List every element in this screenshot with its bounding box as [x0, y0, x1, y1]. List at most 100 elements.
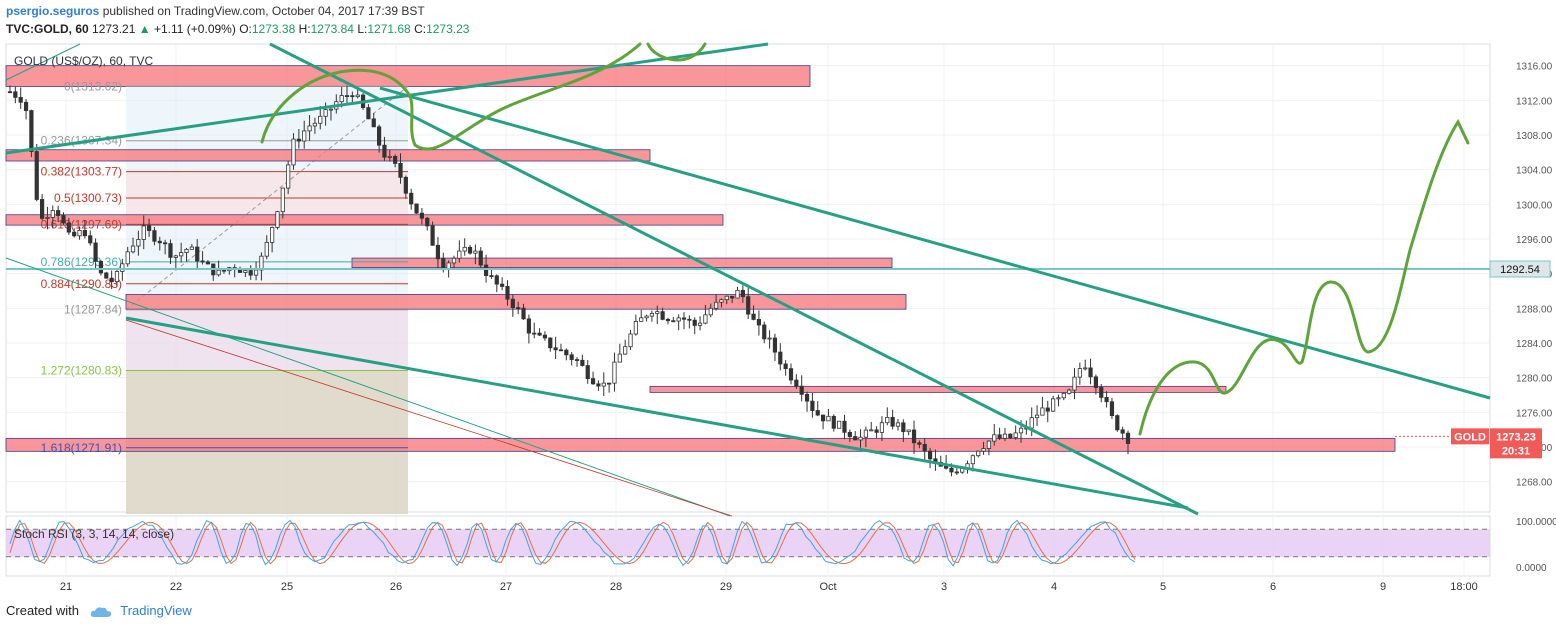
candle-down [403, 176, 408, 194]
candle-up [451, 257, 457, 264]
candle-down [248, 270, 253, 276]
candle-down [441, 258, 446, 270]
price-pane-border [5, 43, 1491, 513]
candle-up [50, 210, 55, 218]
candle-up [1018, 427, 1024, 434]
candle-up [863, 429, 868, 438]
last-price: 1273.21 [92, 22, 136, 36]
y-tick-label: 1300.00 [1516, 200, 1553, 211]
y-tick-label: 1288.00 [1516, 304, 1553, 315]
fib-level-label: 0.786(1293.36) [41, 255, 122, 269]
candle-down [104, 272, 109, 279]
y-tick-label: 1268.00 [1516, 478, 1553, 489]
candle-down [221, 269, 227, 272]
candle-down [944, 465, 949, 469]
candle-up [264, 241, 269, 257]
candle-up [302, 130, 307, 142]
candle-down [409, 192, 414, 205]
candle-down [195, 246, 200, 262]
symbol-badge [1451, 428, 1489, 445]
candle-down [874, 429, 879, 433]
candle-down [1120, 429, 1125, 434]
candle-up [462, 246, 467, 252]
projection-arc-top [646, 42, 707, 62]
candle-up [318, 115, 323, 124]
y-tick-label: 1296.00 [1516, 235, 1553, 246]
x-tick-label: 21 [60, 581, 72, 593]
candle-up [644, 315, 649, 319]
x-tick-label: 6 [1270, 581, 1276, 593]
candle-down [13, 91, 18, 98]
candle-up [275, 211, 280, 228]
chart-title: GOLD (US$/OZ), 60, TVC [14, 54, 153, 68]
candle-down [585, 365, 590, 380]
trendline-thin [125, 319, 733, 517]
candle-up [125, 251, 130, 265]
low-label: L: [357, 22, 368, 36]
candle-down [954, 471, 959, 474]
candle-down [804, 393, 810, 402]
candle-down [510, 298, 515, 309]
candle-down [478, 250, 483, 266]
candle-up [649, 313, 655, 317]
candle-down [681, 317, 687, 320]
candle-down [542, 334, 548, 339]
candle-down [61, 215, 66, 224]
x-tick-label: 28 [610, 581, 622, 593]
candle-up [869, 429, 874, 432]
candle-down [692, 319, 697, 326]
candle-down [607, 382, 612, 385]
forecast-drawing [260, 42, 1470, 436]
candle-up [243, 270, 248, 273]
candle-up [633, 320, 638, 335]
candle-up [179, 252, 184, 257]
candle-up [286, 164, 291, 189]
trendline [125, 316, 1189, 510]
publisher-username[interactable]: psergio.seguros [6, 4, 100, 18]
last-price-label: 1273.23 [1496, 431, 1536, 443]
candle-down [569, 354, 574, 360]
fib-level-label: 1(1287.84) [64, 303, 122, 317]
candle-down [7, 91, 13, 94]
candle-up [1061, 392, 1066, 399]
candle-down [746, 296, 751, 315]
x-tick-label: 4 [1051, 581, 1057, 593]
close-label: C: [414, 22, 427, 36]
candle-down [489, 275, 494, 277]
candle-down [831, 415, 836, 429]
candle-up [457, 250, 462, 259]
candle-down [778, 351, 783, 365]
candle-down [168, 243, 173, 258]
candle-up [45, 217, 50, 219]
created-with-text: Created with [6, 603, 79, 618]
hline-price-badge [1489, 260, 1551, 278]
candle-down [483, 264, 489, 276]
open-label: O: [239, 22, 252, 36]
candle-down [500, 283, 505, 287]
candle-down [783, 363, 788, 370]
candle-down [366, 107, 371, 120]
candle-up [639, 317, 644, 322]
candle-down [751, 313, 756, 320]
candle-up [136, 239, 141, 247]
candle-down [109, 277, 114, 283]
stoch-rsi-pane [6, 519, 1490, 567]
stoch-d-line [9, 521, 1136, 565]
x-tick-label: 29 [720, 581, 732, 593]
candle-up [114, 271, 120, 283]
x-tick-label: 22 [170, 581, 182, 593]
candle-down [901, 422, 906, 433]
candle-up [280, 187, 285, 213]
resistance-zone [351, 257, 893, 269]
price-chart[interactable]: 0(1313.62)0.236(1307.34)0.382(1303.77)0.… [0, 40, 1556, 600]
x-tick-label: 26 [390, 581, 402, 593]
trendlines [5, 42, 1491, 517]
candle-down [730, 295, 735, 299]
candle-up [339, 95, 344, 103]
tradingview-brand-link[interactable]: TradingView [120, 603, 192, 618]
candle-up [130, 245, 136, 253]
published-text: published on TradingView.com, October 04… [102, 4, 425, 18]
candle-down [537, 332, 542, 336]
candle-up [826, 415, 831, 422]
candle-up [879, 422, 885, 433]
